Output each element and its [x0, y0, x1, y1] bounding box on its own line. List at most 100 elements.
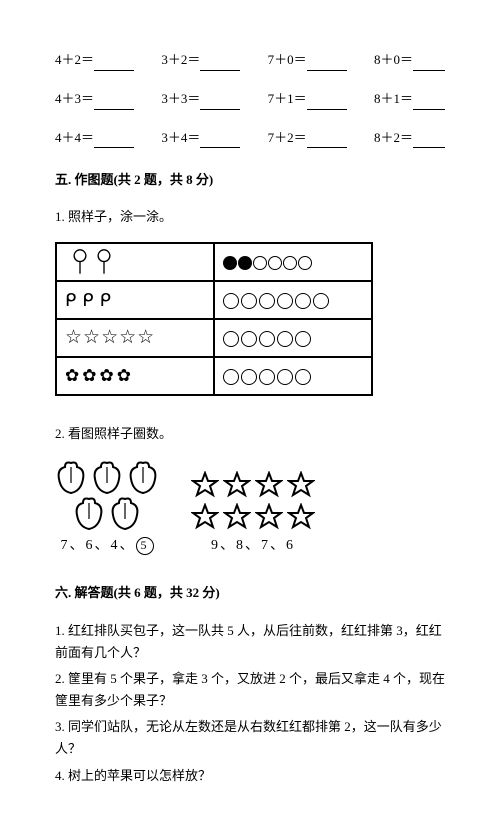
circle-empty-icon — [295, 331, 311, 347]
question-6-3: 3. 同学们站队，无论从左数还是从右数红红都排第 2，这一队有多少人？ — [55, 716, 445, 760]
eq-text: 3＋3＝ — [161, 91, 200, 106]
circled-number: 5 — [136, 537, 154, 555]
circle-filled-icon — [223, 256, 237, 270]
eq-text: 7＋1＝ — [268, 91, 307, 106]
balloon-icon — [95, 248, 113, 276]
question-6-4: 4. 树上的苹果可以怎样放？ — [55, 765, 445, 787]
answer-blank[interactable] — [94, 134, 134, 148]
cell-circles-2[interactable] — [214, 281, 372, 319]
equation-row-1: 4＋2＝ 3＋2＝ 7＋0＝ 8＋0＝ — [55, 50, 445, 71]
equation-row-2: 4＋3＝ 3＋3＝ 7＋1＝ 8＋1＝ — [55, 89, 445, 110]
circle-empty-icon — [259, 331, 275, 347]
equation: 4＋3＝ — [55, 89, 134, 110]
circle-empty-icon — [223, 293, 239, 309]
circle-empty-icon — [223, 331, 239, 347]
qa-list: 1. 红红排队买包子，这一队共 5 人，从后往前数，红红排第 3，红红前面有几个… — [55, 620, 445, 787]
cell-stars: ☆☆☆☆☆ — [56, 319, 214, 357]
equation: 4＋4＝ — [55, 128, 134, 149]
eq-text: 7＋0＝ — [268, 52, 307, 67]
circle-empty-icon — [313, 293, 329, 309]
answer-blank[interactable] — [307, 96, 347, 110]
circle-empty-icon — [283, 256, 297, 270]
circle-empty-icon — [259, 293, 275, 309]
color-table-area: ᑭᑭᑭ ☆☆☆☆☆ ✿✿✿✿ — [55, 242, 445, 396]
equation: 8＋0＝ — [374, 50, 445, 71]
eq-text: 8＋0＝ — [374, 52, 413, 67]
cell-flowers: ✿✿✿✿ — [56, 357, 214, 395]
balloon-icon — [71, 248, 89, 276]
answer-blank[interactable] — [94, 57, 134, 71]
star-outline-icon — [223, 471, 251, 499]
cell-balloons — [56, 243, 214, 281]
equation: 7＋1＝ — [268, 89, 347, 110]
peach-icon — [109, 495, 141, 531]
circle-filled-icon — [238, 256, 252, 270]
star-outline-icon — [287, 471, 315, 499]
cell-circles-3[interactable] — [214, 319, 372, 357]
peach-label: 7、6、4、5 — [55, 535, 159, 557]
star-outline-icon — [223, 503, 251, 531]
star-label: 9、8、7、6 — [191, 535, 315, 557]
answer-blank[interactable] — [200, 134, 240, 148]
equation: 7＋2＝ — [268, 128, 347, 149]
color-table: ᑭᑭᑭ ☆☆☆☆☆ ✿✿✿✿ — [55, 242, 373, 396]
table-row — [56, 243, 372, 281]
star-block: 9、8、7、6 — [191, 471, 315, 557]
circle-empty-icon — [277, 331, 293, 347]
star-outline-icon — [191, 503, 219, 531]
star-outline-icon — [255, 503, 283, 531]
star-outline-icon — [191, 471, 219, 499]
answer-blank[interactable] — [94, 96, 134, 110]
eq-text: 3＋2＝ — [161, 52, 200, 67]
cell-flags: ᑭᑭᑭ — [56, 281, 214, 319]
answer-blank[interactable] — [200, 57, 240, 71]
circle-empty-icon — [295, 369, 311, 385]
peach-icon — [127, 459, 159, 495]
section-5-title: 五. 作图题(共 2 题，共 8 分) — [55, 170, 445, 191]
circle-empty-icon — [277, 293, 293, 309]
equation: 8＋1＝ — [374, 89, 445, 110]
circle-empty-icon — [298, 256, 312, 270]
question-6-2: 2. 筐里有 5 个果子，拿走 3 个，又放进 2 个，最后又拿走 4 个，现在… — [55, 668, 445, 712]
eq-text: 4＋4＝ — [55, 130, 94, 145]
equation: 3＋3＝ — [161, 89, 240, 110]
circle-empty-icon — [241, 369, 257, 385]
equation: 8＋2＝ — [374, 128, 445, 149]
eq-text: 4＋3＝ — [55, 91, 94, 106]
question-5-2: 2. 看图照样子圈数。 — [55, 424, 445, 445]
eq-text: 8＋2＝ — [374, 130, 413, 145]
table-row: ✿✿✿✿ — [56, 357, 372, 395]
answer-blank[interactable] — [413, 57, 445, 71]
peach-icon — [55, 459, 87, 495]
peach-block: 7、6、4、5 — [55, 459, 159, 557]
example-diagram-area: 7、6、4、5 9、8、7、6 — [55, 459, 445, 557]
circle-empty-icon — [259, 369, 275, 385]
circle-empty-icon — [277, 369, 293, 385]
peach-icon — [91, 459, 123, 495]
table-row: ᑭᑭᑭ — [56, 281, 372, 319]
question-6-1: 1. 红红排队买包子，这一队共 5 人，从后往前数，红红排第 3，红红前面有几个… — [55, 620, 445, 664]
eq-text: 8＋1＝ — [374, 91, 413, 106]
eq-text: 3＋4＝ — [161, 130, 200, 145]
cell-circles-4[interactable] — [214, 357, 372, 395]
circle-empty-icon — [223, 369, 239, 385]
question-5-1: 1. 照样子，涂一涂。 — [55, 207, 445, 228]
answer-blank[interactable] — [307, 57, 347, 71]
eq-text: 7＋2＝ — [268, 130, 307, 145]
star-outline-icon — [255, 471, 283, 499]
answer-blank[interactable] — [413, 96, 445, 110]
section-6-title: 六. 解答题(共 6 题，共 32 分) — [55, 583, 445, 604]
equation: 3＋2＝ — [161, 50, 240, 71]
cell-circles-1[interactable] — [214, 243, 372, 281]
equation: 4＋2＝ — [55, 50, 134, 71]
eq-text: 4＋2＝ — [55, 52, 94, 67]
answer-blank[interactable] — [413, 134, 445, 148]
answer-blank[interactable] — [200, 96, 240, 110]
equation-row-3: 4＋4＝ 3＋4＝ 7＋2＝ 8＋2＝ — [55, 128, 445, 149]
table-row: ☆☆☆☆☆ — [56, 319, 372, 357]
circle-empty-icon — [241, 331, 257, 347]
circle-empty-icon — [241, 293, 257, 309]
circle-empty-icon — [253, 256, 267, 270]
answer-blank[interactable] — [307, 134, 347, 148]
star-outline-icon — [287, 503, 315, 531]
